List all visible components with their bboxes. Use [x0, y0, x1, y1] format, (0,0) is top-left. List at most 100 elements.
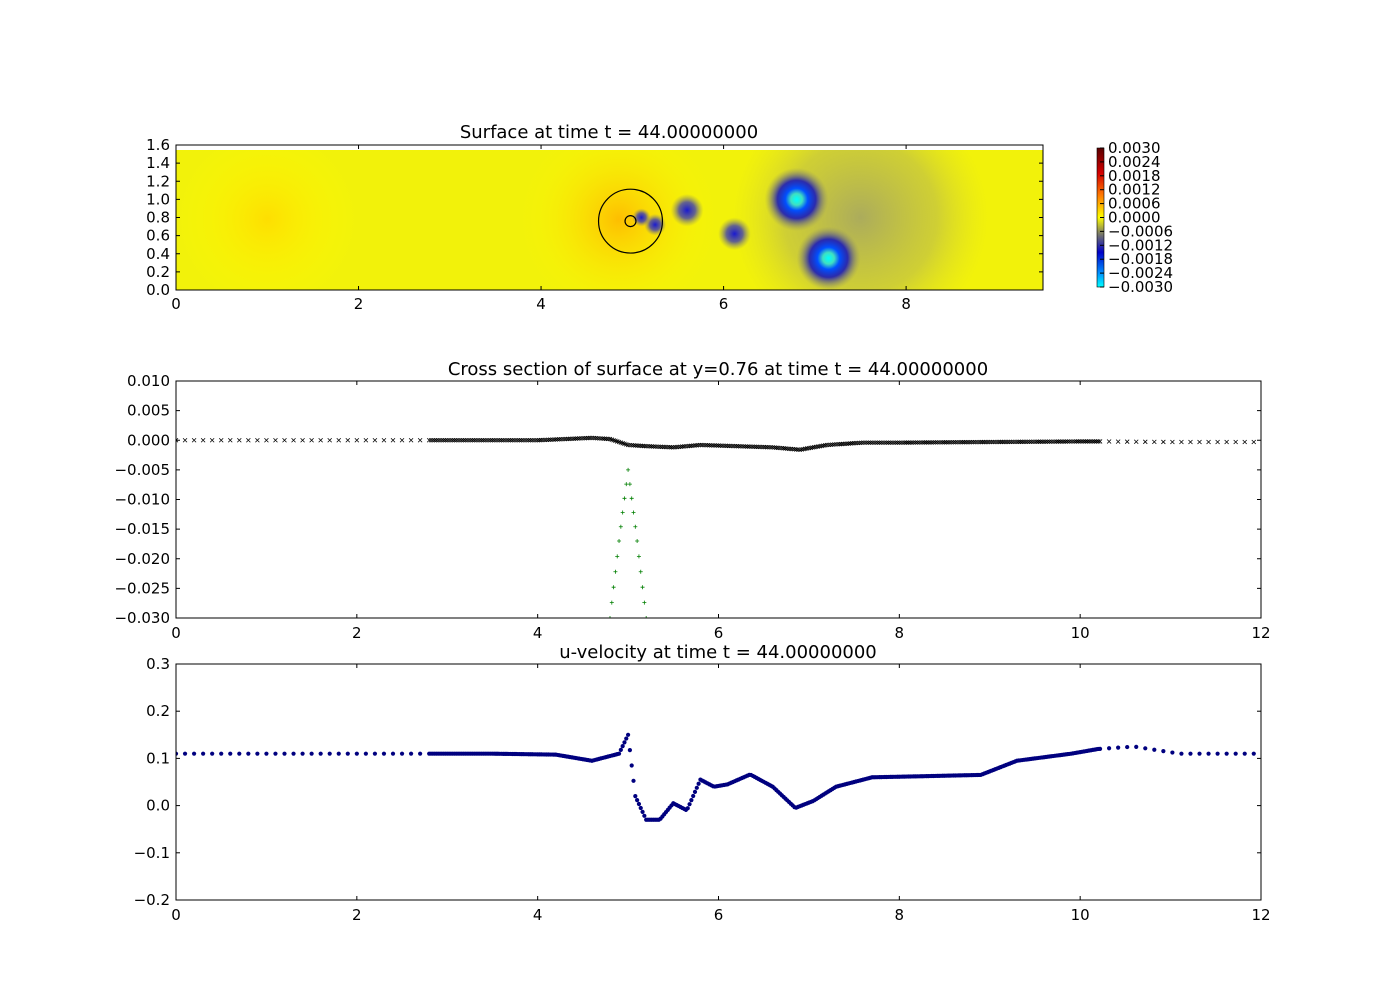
y-tick-label: −0.030	[114, 609, 170, 627]
data-point	[877, 440, 882, 445]
data-point	[994, 439, 1000, 445]
data-point	[770, 445, 776, 450]
data-point	[473, 437, 479, 443]
data-point	[980, 439, 985, 445]
data-point	[390, 751, 396, 756]
data-point	[953, 439, 958, 445]
data-point	[1125, 744, 1130, 750]
data-point	[685, 443, 691, 449]
data-point	[418, 751, 423, 756]
data-point	[1094, 439, 1099, 444]
data-point	[1215, 751, 1220, 756]
data-point	[1206, 439, 1211, 445]
colorbar-tick-label: −0.0006	[1108, 222, 1173, 240]
data-point	[540, 437, 546, 443]
data-point	[976, 439, 982, 445]
data-point	[936, 440, 942, 445]
data-point	[658, 444, 663, 450]
data-point	[537, 437, 542, 443]
data-point	[629, 763, 634, 768]
y-tick-label: 0.3	[146, 655, 170, 673]
data-point	[441, 437, 446, 443]
data-point	[925, 440, 931, 445]
data-point	[219, 751, 224, 756]
data-point	[580, 435, 586, 441]
data-point	[524, 437, 530, 443]
data-point	[882, 440, 888, 445]
data-point	[549, 437, 555, 442]
data-point	[560, 436, 566, 442]
data-point	[965, 439, 971, 445]
data-point	[1088, 439, 1094, 444]
data-point	[417, 437, 423, 443]
data-point	[624, 736, 629, 741]
data-point	[772, 445, 777, 450]
data-point	[497, 437, 502, 443]
y-tick-label: 0.6	[146, 227, 170, 245]
data-point	[176, 751, 179, 756]
data-point	[468, 437, 474, 443]
data-point	[871, 440, 877, 445]
data-point	[651, 444, 656, 449]
data-point	[608, 616, 612, 618]
data-point	[842, 441, 848, 447]
data-point	[774, 445, 779, 450]
data-point	[1133, 439, 1139, 445]
x-tick-label: 6	[719, 295, 729, 313]
data-point	[564, 436, 569, 442]
data-point	[645, 443, 651, 449]
data-point	[291, 751, 296, 756]
data-point	[477, 437, 483, 443]
data-point	[1242, 439, 1248, 445]
data-point	[913, 440, 918, 445]
data-point	[1170, 439, 1175, 445]
data-point	[1197, 439, 1202, 445]
data-point	[680, 444, 685, 449]
colorbar: 0.00300.00240.00180.00120.00060.0000−0.0…	[1096, 139, 1173, 296]
x-tick-label: 2	[354, 295, 364, 313]
data-point	[756, 444, 761, 450]
data-point	[1143, 746, 1148, 751]
body-outline-circle	[624, 215, 637, 228]
data-point	[237, 751, 242, 756]
data-point	[1233, 439, 1238, 445]
data-point	[264, 751, 269, 756]
y-tick-label: 1.2	[146, 172, 170, 190]
data-point	[626, 467, 631, 472]
data-point	[484, 437, 490, 443]
data-point	[860, 440, 866, 445]
data-point	[1045, 439, 1050, 444]
data-point	[1215, 439, 1220, 445]
data-point	[654, 444, 660, 449]
y-tick-label: −0.010	[114, 491, 170, 509]
data-point	[998, 439, 1003, 445]
data-point	[859, 440, 864, 446]
data-point	[309, 751, 314, 756]
data-point	[938, 440, 944, 445]
data-point	[609, 600, 614, 605]
data-point	[1076, 439, 1081, 444]
data-point	[457, 437, 463, 443]
data-point	[685, 806, 690, 811]
x-tick-label: 10	[1071, 624, 1090, 642]
data-point	[428, 437, 434, 443]
u-velocity-plot-frame	[175, 663, 1262, 901]
data-point	[707, 443, 712, 448]
data-point	[649, 444, 654, 449]
data-point	[631, 510, 636, 515]
data-point	[1057, 439, 1063, 444]
data-point	[576, 436, 582, 441]
data-point	[1224, 751, 1229, 756]
data-point	[539, 437, 544, 443]
data-point	[1068, 439, 1074, 444]
data-point	[616, 751, 622, 756]
data-point	[1097, 746, 1103, 751]
data-point	[931, 440, 936, 445]
data-point	[631, 778, 636, 783]
heatmap-blob	[796, 226, 861, 290]
data-point	[868, 440, 873, 445]
data-point	[1054, 439, 1059, 444]
y-tick-label: 0.010	[127, 372, 170, 390]
data-point	[732, 443, 738, 449]
data-point	[833, 442, 839, 447]
